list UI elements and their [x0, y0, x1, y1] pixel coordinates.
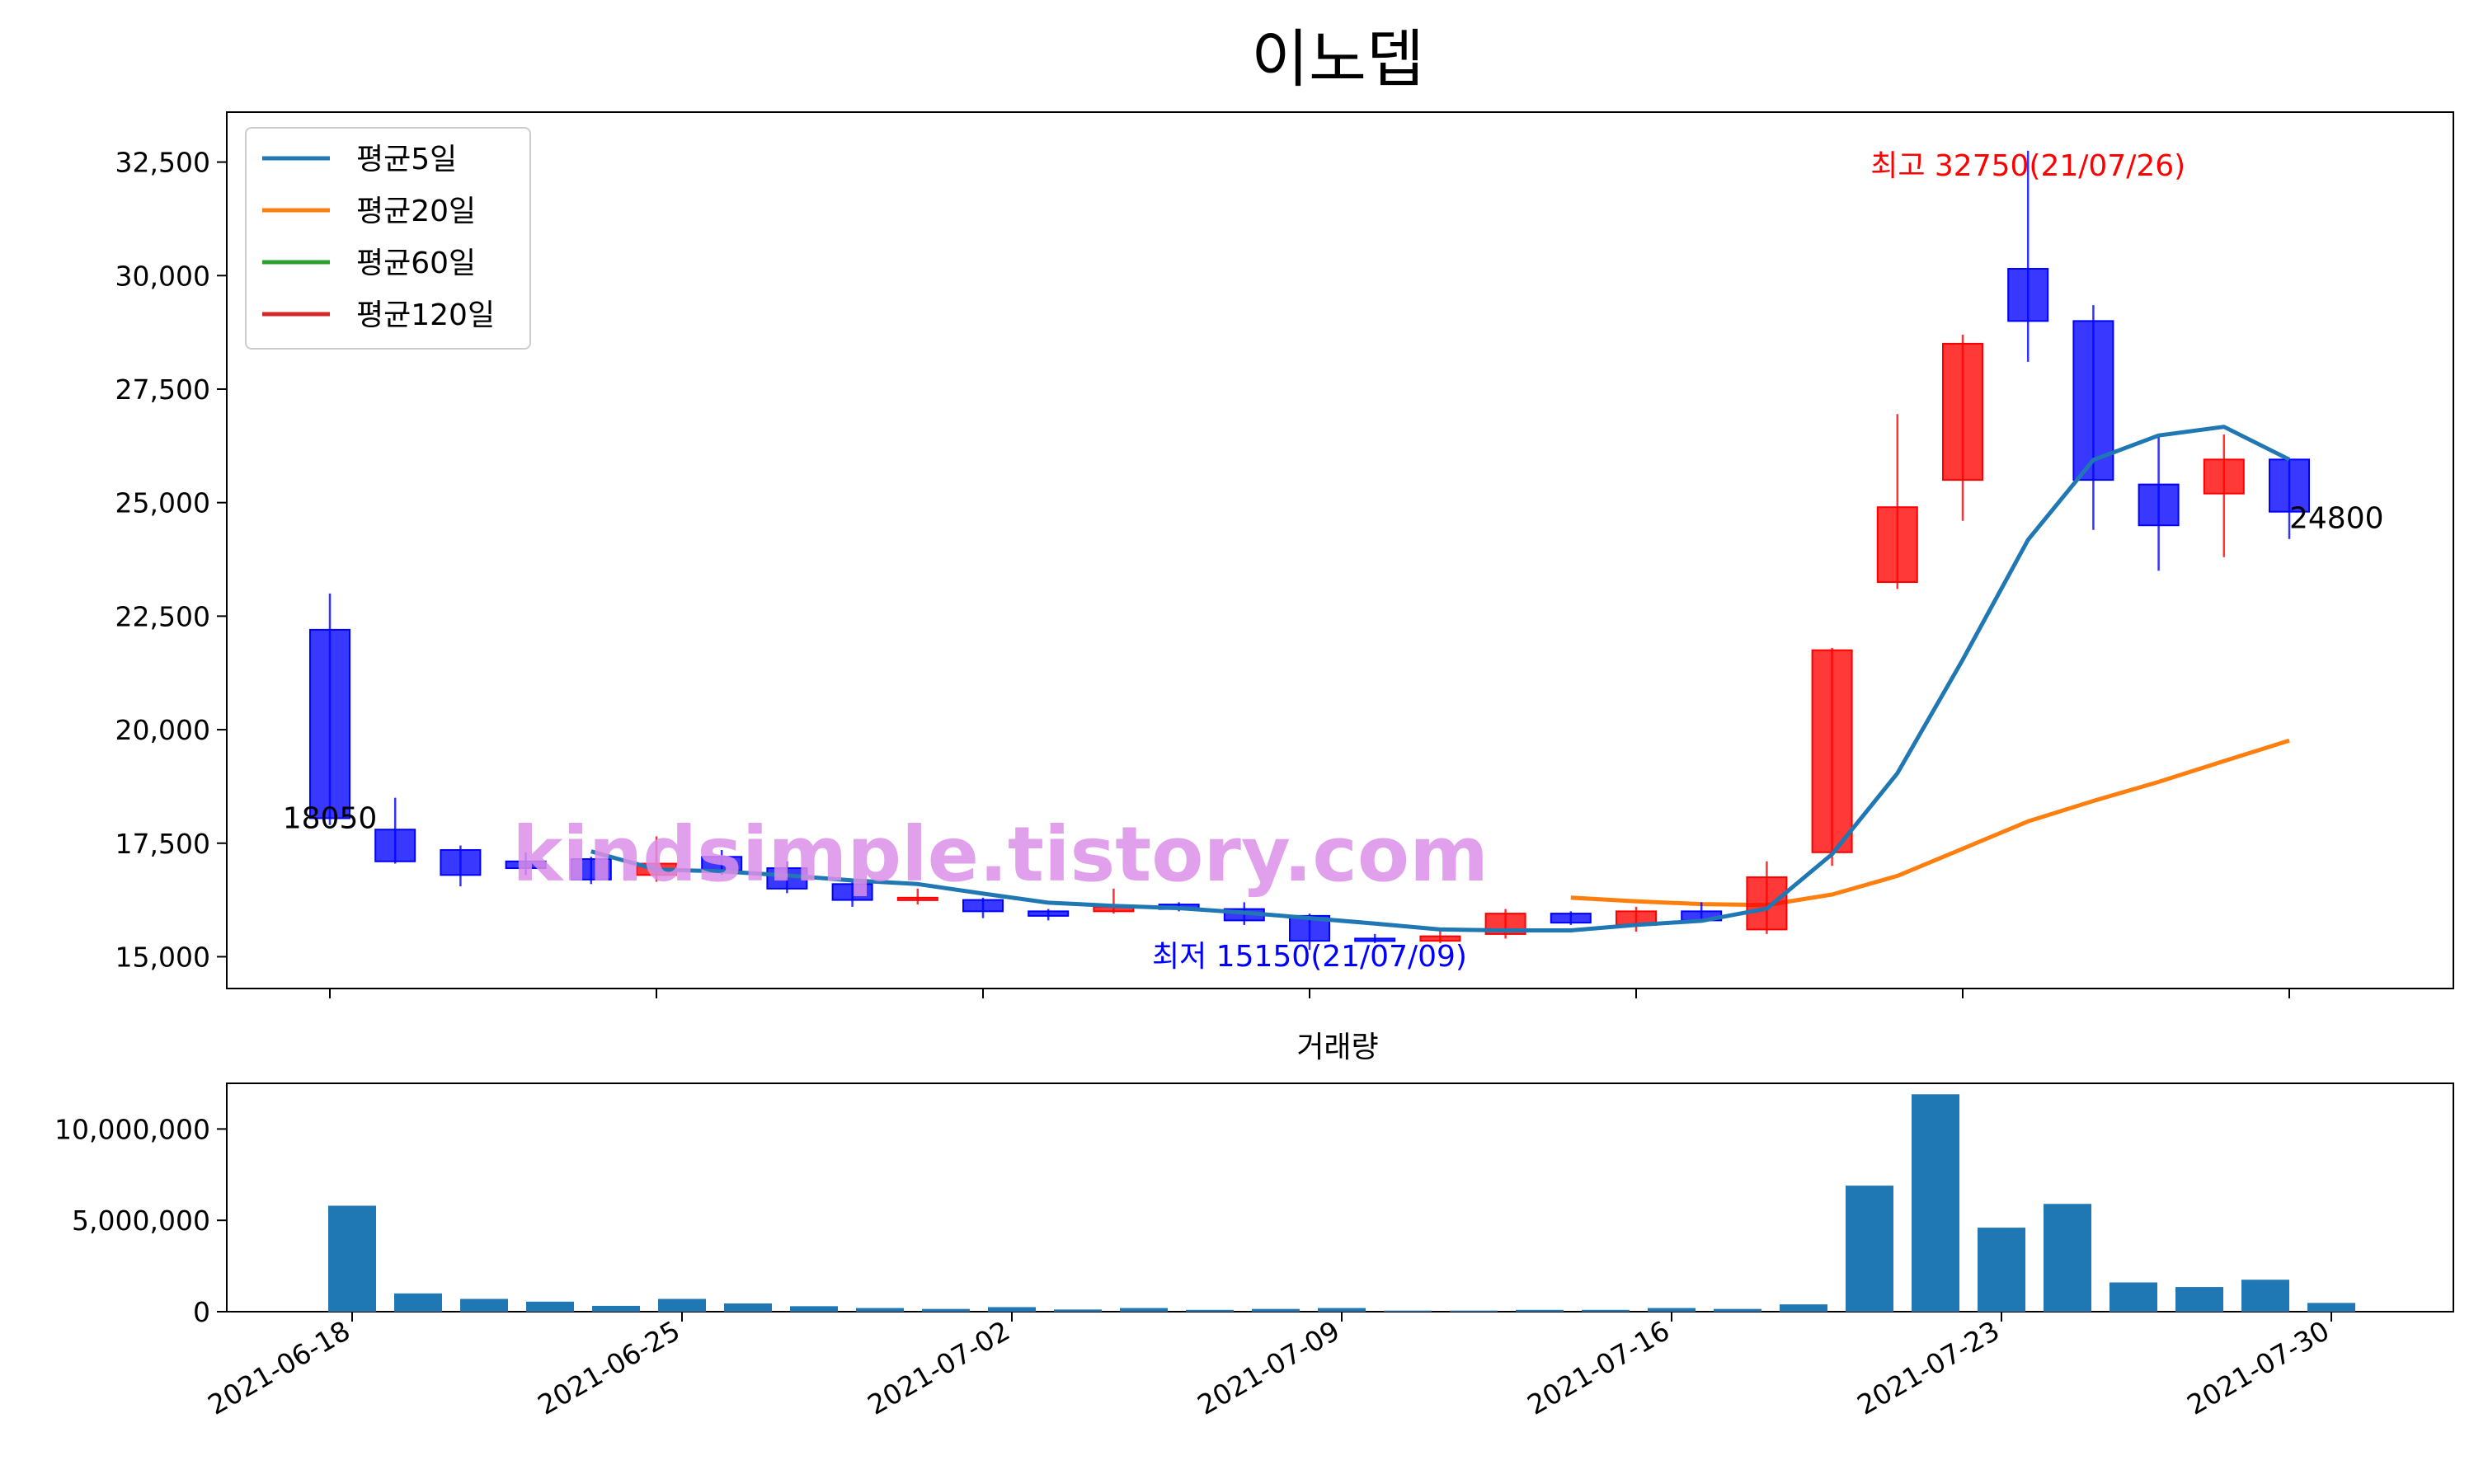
- volume-bar: [328, 1205, 376, 1312]
- candle-body: [440, 849, 482, 876]
- ma20-line: [1570, 738, 2290, 908]
- candle-body: [1028, 910, 1070, 917]
- candle-body: [1876, 506, 1918, 584]
- chart-title: 이노뎁: [1251, 22, 1424, 96]
- volume-y-tick-label: 5,000,000: [72, 1205, 210, 1237]
- volume-bar: [1054, 1309, 1102, 1312]
- volume-bar: [1978, 1228, 2025, 1312]
- volume-bar: [1252, 1308, 1300, 1312]
- ma5-line: [590, 425, 2291, 932]
- volume-bar: [1912, 1094, 1959, 1312]
- volume-bar: [1318, 1308, 1366, 1312]
- volume-bar: [526, 1301, 574, 1312]
- volume-bar: [2307, 1303, 2355, 1312]
- volume-bar: [592, 1305, 640, 1312]
- price-plot-frame: [226, 111, 2454, 989]
- volume-y-tick-label: 0: [193, 1296, 210, 1328]
- price-y-tick-label: 17,500: [115, 828, 210, 860]
- legend-label: 평균20일: [356, 195, 476, 228]
- volume-bar: [658, 1298, 706, 1312]
- price-y-axis: 15,000 17,500 20,000 22,500 25,000 27,500 30,0…: [115, 147, 227, 973]
- volume-x-tick-label: 2021-06-18: [202, 1314, 355, 1421]
- candle-body: [1811, 649, 1853, 853]
- volume-bar: [2241, 1280, 2289, 1312]
- volume-y-axis: 0 5,000,000 10,000,000: [54, 1113, 227, 1328]
- price-y-tick-label: 22,500: [115, 600, 210, 632]
- volume-bar: [790, 1306, 838, 1312]
- volume-bar: [2175, 1287, 2223, 1312]
- price-y-tick-label: 20,000: [115, 714, 210, 746]
- volume-x-tick-label: 2021-07-23: [1851, 1314, 2005, 1421]
- volume-x-tick-label: 2021-07-09: [1192, 1314, 1345, 1421]
- volume-bar: [1120, 1308, 1168, 1312]
- candle-body: [1550, 913, 1592, 924]
- volume-bar-series: [328, 1094, 2355, 1312]
- candle-body: [831, 883, 873, 901]
- candle-body: [309, 628, 350, 819]
- volume-bar: [1516, 1309, 1564, 1312]
- candle-body: [374, 829, 416, 862]
- candle-body: [570, 858, 612, 881]
- volume-title: 거래량: [1296, 1031, 1378, 1064]
- high-annotation: 최고 32750(21/07/26): [1870, 149, 2185, 183]
- candle-body: [896, 896, 938, 901]
- candle-body: [962, 899, 1004, 913]
- candlestick-series: [309, 150, 2310, 951]
- volume-bar: [1582, 1309, 1630, 1312]
- candle-body: [2138, 483, 2180, 527]
- volume-bar: [1780, 1304, 1827, 1312]
- volume-y-tick-label: 10,000,000: [54, 1113, 210, 1145]
- candle-body: [1354, 937, 1396, 942]
- candle-body: [1942, 342, 1983, 481]
- volume-bar: [2109, 1282, 2157, 1312]
- last-close-annotation: 24800: [2289, 502, 2384, 536]
- volume-x-tick-label: 2021-07-02: [862, 1314, 1015, 1421]
- candle-body: [2007, 268, 2049, 322]
- legend-label: 평균120일: [356, 298, 495, 332]
- price-panel: 15,000 17,500 20,000 22,500 25,000 27,500 30,0…: [115, 111, 2454, 998]
- volume-bar: [922, 1308, 970, 1312]
- first-close-annotation: 18050: [283, 801, 378, 835]
- volume-bar: [988, 1307, 1036, 1312]
- price-y-tick-label: 32,500: [115, 147, 210, 179]
- volume-bar: [1648, 1308, 1696, 1312]
- legend-box: [245, 127, 531, 350]
- legend-label: 평균5일: [356, 143, 457, 176]
- price-y-tick-label: 15,000: [115, 941, 210, 973]
- volume-bar: [1846, 1186, 1893, 1312]
- volume-x-tick-label: 2021-06-25: [532, 1314, 685, 1421]
- volume-bar: [460, 1298, 508, 1312]
- price-y-tick-label: 30,000: [115, 260, 210, 292]
- volume-bar: [2044, 1204, 2091, 1312]
- price-y-tick-label: 27,500: [115, 373, 210, 406]
- volume-bar: [394, 1293, 442, 1312]
- volume-bar: [1384, 1310, 1432, 1312]
- low-annotation: 최저 15150(21/07/09): [1152, 940, 1467, 974]
- watermark: kindsimple.tistory.com: [512, 810, 1489, 899]
- price-y-tick-label: 25,000: [115, 487, 210, 519]
- volume-bar: [856, 1308, 904, 1312]
- volume-bar: [1714, 1308, 1761, 1312]
- volume-x-axis: 2021-06-18 2021-06-25 2021-07-02 2021-07-09…: [202, 1312, 2335, 1421]
- volume-bar: [1450, 1310, 1498, 1312]
- volume-bar: [1186, 1309, 1234, 1312]
- candle-body: [1746, 876, 1788, 931]
- candle-body: [1419, 935, 1461, 942]
- volume-x-tick-label: 2021-07-16: [1522, 1314, 1675, 1421]
- candle-body: [2269, 458, 2310, 513]
- ma5-series: [590, 425, 2291, 932]
- legend-label: 평균60일: [356, 247, 476, 280]
- volume-x-tick-label: 2021-07-30: [2181, 1314, 2335, 1421]
- volume-plot-frame: [226, 1082, 2454, 1313]
- candle-body: [2203, 458, 2245, 495]
- ma20-series: [1570, 738, 2290, 908]
- volume-bar: [724, 1303, 772, 1312]
- candle-body: [505, 860, 547, 870]
- price-x-axis: [329, 989, 2290, 998]
- annotations: 최고 32750(21/07/26) 최저 15150(21/07/09) 1805…: [283, 149, 2384, 974]
